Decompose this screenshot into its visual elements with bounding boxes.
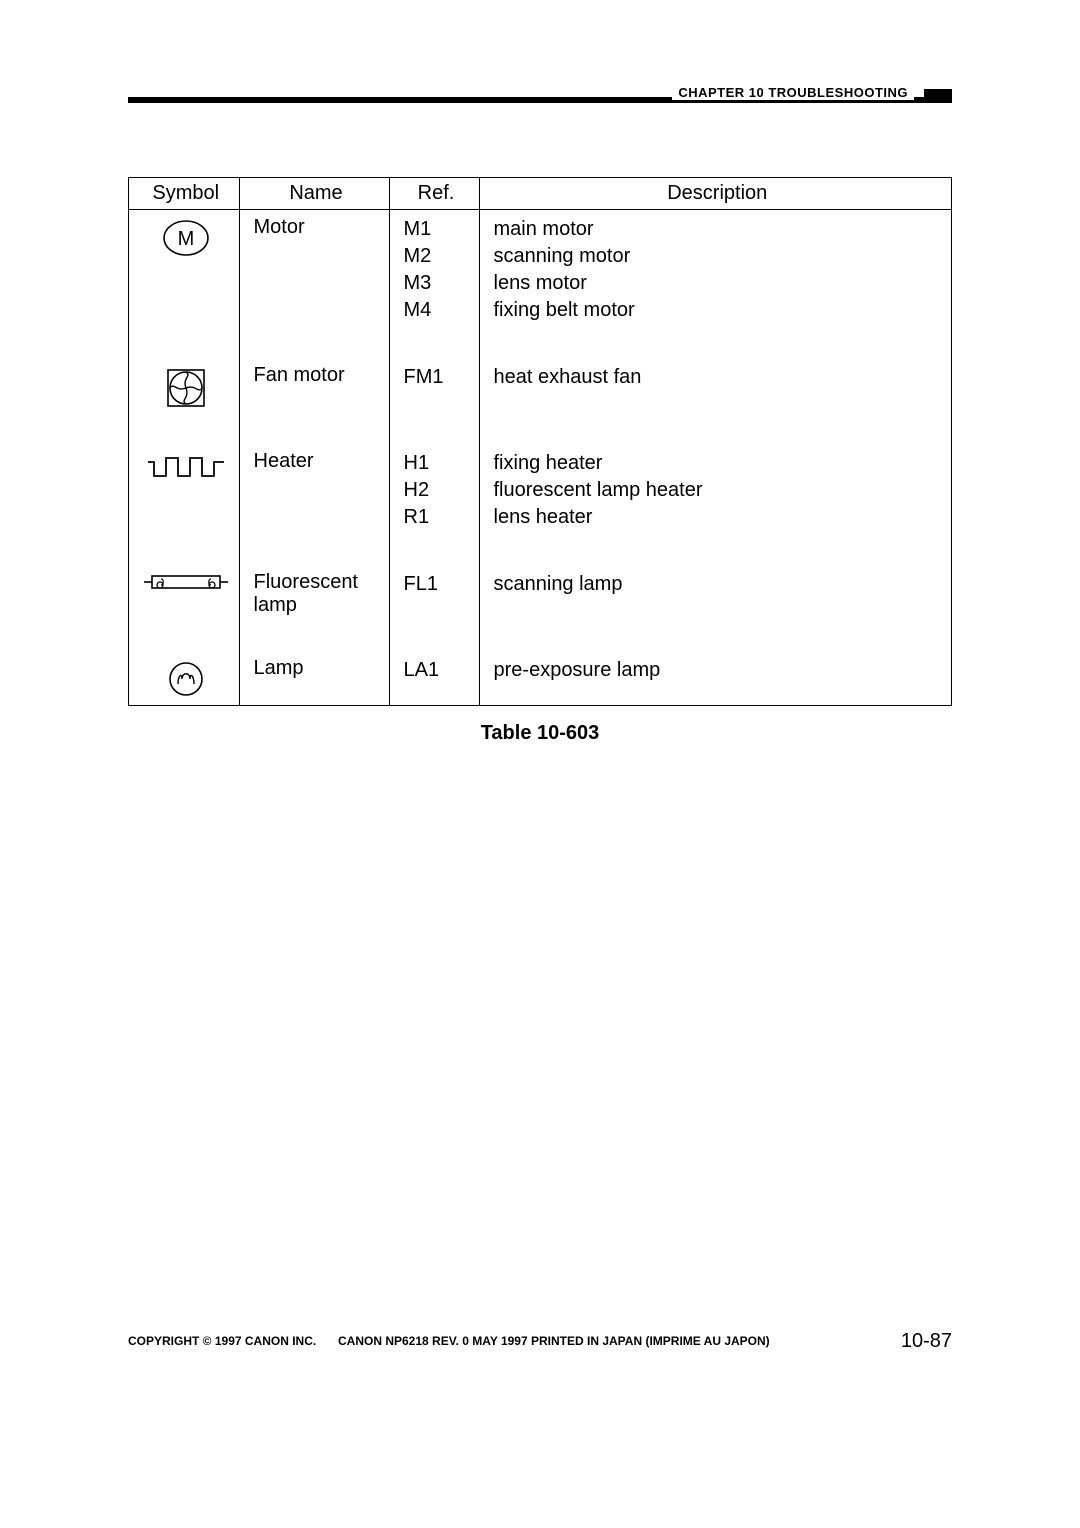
row-spacer <box>129 623 951 651</box>
row-spacer <box>129 330 951 358</box>
table-row: Heater H1 H2 R1 fixing heater fluorescen… <box>129 444 951 537</box>
table-header-row: Symbol Name Ref. Description <box>129 178 951 210</box>
svg-text:M: M <box>177 228 194 250</box>
col-desc: Description <box>479 178 951 210</box>
cell-desc: scanning lamp <box>494 571 942 598</box>
cell-name: Motor <box>254 216 305 238</box>
cell-ref: LA1 <box>404 657 469 684</box>
fluorescent-lamp-icon <box>144 573 228 591</box>
cell-desc: heat exhaust fan <box>494 364 942 391</box>
col-symbol: Symbol <box>129 178 239 210</box>
cell-desc: lens motor <box>494 270 942 297</box>
cell-ref: M1 <box>404 216 469 243</box>
heater-icon <box>146 452 226 482</box>
cell-ref: M3 <box>404 270 469 297</box>
cell-name: Heater <box>254 450 314 472</box>
cell-name: Lamp <box>254 657 304 679</box>
cell-name: Fluorescent lamp <box>254 571 359 616</box>
cell-ref: FL1 <box>404 571 469 598</box>
footer-copyright: COPYRIGHT © 1997 CANON INC. <box>128 1334 316 1348</box>
cell-desc: pre-exposure lamp <box>494 657 942 684</box>
cell-desc: lens heater <box>494 504 942 531</box>
table-row: M Motor M1 M2 M3 M4 main motor scanning … <box>129 210 951 331</box>
cell-desc: fluorescent lamp heater <box>494 477 942 504</box>
table-caption: Table 10-603 <box>128 722 952 745</box>
row-spacer <box>129 537 951 565</box>
footer-mid: CANON NP6218 REV. 0 MAY 1997 PRINTED IN … <box>338 1334 770 1348</box>
row-spacer <box>129 416 951 444</box>
page-header: CHAPTER 10 TROUBLESHOOTING <box>128 85 952 107</box>
col-ref: Ref. <box>389 178 479 210</box>
fan-icon <box>164 366 208 410</box>
cell-ref: M2 <box>404 243 469 270</box>
cell-ref: FM1 <box>404 364 469 391</box>
page-number: 10-87 <box>901 1330 952 1353</box>
table-row: Lamp LA1 pre-exposure lamp <box>129 651 951 705</box>
cell-desc: scanning motor <box>494 243 942 270</box>
symbols-table: Symbol Name Ref. Description M Motor <box>128 177 952 706</box>
header-endcap <box>924 89 952 101</box>
motor-icon: M <box>158 218 214 258</box>
cell-desc: fixing belt motor <box>494 297 942 324</box>
chapter-title: CHAPTER 10 TROUBLESHOOTING <box>672 85 914 100</box>
table-row: Fluorescent lamp FL1 scanning lamp <box>129 565 951 623</box>
cell-desc: fixing heater <box>494 450 942 477</box>
col-name: Name <box>239 178 389 210</box>
cell-ref: H2 <box>404 477 469 504</box>
cell-name: Fan motor <box>254 364 345 386</box>
lamp-icon <box>166 659 206 699</box>
cell-ref: M4 <box>404 297 469 324</box>
cell-ref: H1 <box>404 450 469 477</box>
cell-ref: R1 <box>404 504 469 531</box>
cell-desc: main motor <box>494 216 942 243</box>
table-row: Fan motor FM1 heat exhaust fan <box>129 358 951 416</box>
